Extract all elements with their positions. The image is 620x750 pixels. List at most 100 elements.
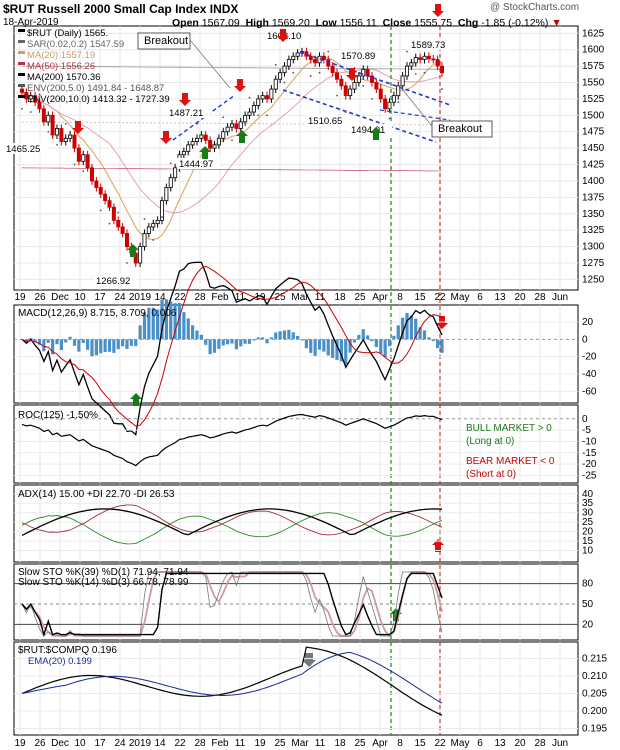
macd-histogram-bar [230, 339, 234, 344]
candle-body [431, 58, 436, 61]
candle-body [383, 98, 388, 110]
macd-signal-line [21, 265, 443, 427]
macd-histogram-bar [401, 317, 405, 340]
x-tick-label: Apr [372, 292, 388, 303]
y-tick-label: 0.205 [582, 689, 607, 700]
macd-histogram-bar [379, 339, 383, 354]
macd-histogram-bar [427, 337, 431, 340]
candle-body [361, 68, 366, 77]
macd-histogram-bar [352, 339, 357, 343]
breakout-bottom-callout-text: Breakout [438, 123, 482, 135]
macd-histogram-bar [392, 335, 396, 340]
sto-label: Slow STO %K(39) %D(1) 71.94, 71.94 [18, 567, 189, 578]
candle-body [330, 65, 335, 74]
sar-dot [152, 239, 155, 241]
legend-item: ENV(200,10.0) 1413.32 - 1727.39 [27, 94, 170, 105]
y-tick-label: 1250 [582, 274, 605, 285]
macd-histogram-bar [383, 339, 387, 358]
macd-histogram-bar [151, 307, 155, 340]
candle-body [369, 75, 374, 83]
candle-body [413, 57, 418, 64]
down-arrow-icon [179, 93, 191, 106]
candle-body [238, 121, 243, 129]
macd-histogram-bar [116, 339, 120, 350]
sar-dot [126, 262, 128, 264]
macd-histogram-bar [134, 339, 138, 347]
price-label-bg [409, 39, 453, 50]
candle-body [138, 246, 143, 264]
macd-histogram-bar [64, 339, 68, 343]
candle-body [85, 154, 90, 169]
y-tick-label: 1325 [582, 225, 605, 236]
macd-histogram-bar [278, 331, 282, 340]
y-tick-label: 0.195 [582, 724, 607, 735]
sar-dot [143, 218, 146, 220]
candle-body [125, 233, 130, 248]
candle-body [391, 95, 396, 103]
candle-body [63, 137, 68, 142]
candle-body [59, 128, 64, 142]
sar-dot [47, 130, 50, 133]
x-tick-label: 25 [274, 292, 286, 303]
sar-dot [64, 122, 67, 125]
candle-body [343, 85, 348, 97]
x-tick-label: 25 [274, 738, 286, 749]
x-tick-label: 8 [397, 292, 403, 303]
x-tick-label: 11 [235, 292, 246, 303]
macd-histogram-bar [256, 337, 260, 340]
x-tick-label: 17 [94, 738, 106, 749]
x-tick-label: 13 [494, 738, 506, 749]
candle-body [251, 105, 256, 113]
x-tick-label: 20 [514, 738, 526, 749]
candle-body [72, 134, 77, 149]
macd-histogram-bar [33, 339, 37, 343]
sto14-line [21, 571, 443, 637]
down-arrow-icon [160, 131, 172, 144]
macd-histogram-bar [234, 339, 238, 350]
macd-histogram-bar [287, 329, 291, 340]
candle-body [418, 57, 423, 60]
macd-histogram-bar [46, 339, 50, 343]
macd-histogram-bar [86, 339, 90, 350]
candle-body [260, 95, 265, 100]
macd-histogram-bar [125, 339, 129, 349]
y-tick-label: -15 [582, 448, 597, 459]
macd-histogram-bar [239, 339, 243, 347]
macd-histogram-bar [138, 325, 142, 340]
candle-body [33, 95, 38, 103]
ratio-ema-line [21, 651, 443, 704]
x-tick-label: 10 [74, 738, 86, 749]
sar-dot [56, 143, 58, 146]
x-tick-label: 8 [397, 738, 403, 749]
y-tick-label: 20 [582, 527, 594, 538]
candle-body [81, 154, 86, 162]
ma50-line [21, 68, 443, 214]
ohlc-readout: Open 1567.09 High 1569.20 Low 1556.11 Cl… [172, 17, 562, 29]
up-arrow-icon [236, 130, 248, 143]
macd-histogram-bar [51, 339, 55, 355]
price-label: 1589.73 [411, 40, 445, 51]
macd-histogram-bar [252, 339, 256, 341]
macd-histogram-bar [169, 301, 173, 340]
y-tick-label: 50 [582, 599, 594, 610]
y-tick-label: 40 [582, 489, 594, 500]
macd-histogram-bar [366, 335, 370, 340]
macd-histogram-bar [282, 330, 287, 340]
sar-dot [178, 170, 181, 173]
sar-dot [397, 101, 400, 104]
macd-histogram-bar [361, 329, 365, 340]
x-tick-label: Dec [51, 738, 69, 749]
price-label-bg [306, 115, 350, 126]
candle-body [164, 187, 169, 202]
macd-histogram-bar [405, 312, 409, 340]
macd-histogram-bar [195, 330, 199, 340]
price-label: 1465.25 [6, 144, 40, 155]
candle-body [28, 95, 33, 100]
price-label-bg [349, 124, 393, 135]
macd-line [21, 261, 443, 436]
x-tick-label: 26 [34, 292, 46, 303]
candle-body [321, 55, 326, 60]
y-tick-label: -60 [582, 386, 597, 397]
y-tick-label: 20 [582, 317, 594, 328]
